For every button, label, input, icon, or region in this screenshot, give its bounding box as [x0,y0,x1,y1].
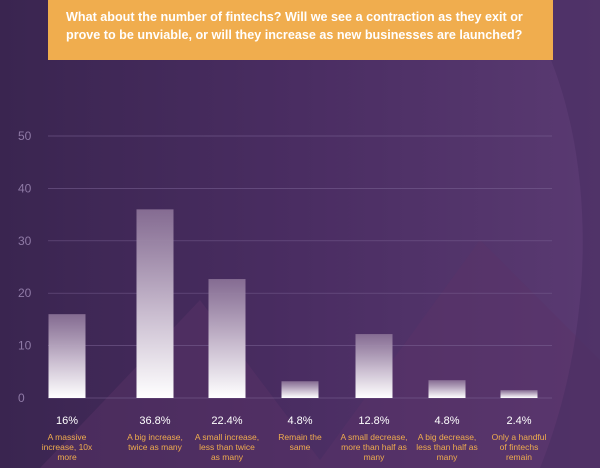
category-label: A big decrease, less than half as many [416,432,477,462]
bar [208,279,246,398]
question-text: What about the number of fintechs? Will … [66,10,523,42]
bar [428,380,466,398]
category-label-line: twice as many [128,442,183,452]
bar [281,381,319,398]
category-label: A massive increase, 10x more [42,432,93,462]
question-banner: What about the number of fintechs? Will … [48,0,553,60]
bar-value-label: 4.8% [434,415,459,427]
category-label-line: more than half as [341,442,407,452]
y-tick-label: 40 [18,181,32,195]
category-label: Only a handful of fintechs remain [492,432,547,462]
bar [355,334,393,398]
y-tick-label: 0 [18,391,25,405]
bar-value-label: 2.4% [506,415,531,427]
category-label-line: A big increase, [127,432,183,442]
category-label-line: A small increase, [195,432,259,442]
category-label-line: many [364,452,386,462]
bar [48,314,86,398]
category-label-line: more [57,452,77,462]
category-label-line: as many [211,452,244,462]
category-label-line: less than half as [416,442,477,452]
category-label: A small decrease, more than half as many [340,432,407,462]
category-label-line: Only a handful [492,432,547,442]
bar-value-label: 36.8% [139,415,170,427]
category-label-line: remain [506,452,532,462]
bar-value-label: 22.4% [211,415,242,427]
bar [136,209,174,398]
y-tick-label: 10 [18,339,32,353]
category-label: Remain the same [278,432,322,452]
y-tick-label: 30 [18,234,32,248]
category-label-line: Remain the [278,432,322,442]
category-label-line: increase, 10x [42,442,93,452]
bar-value-label: 16% [56,415,78,427]
bar-value-label: 12.8% [358,415,389,427]
category-label: A small increase, less than twice as many [195,432,259,462]
bar-value-label: 4.8% [287,415,312,427]
category-label-line: A small decrease, [340,432,407,442]
y-tick-label: 20 [18,286,32,300]
category-label-line: of fintechs [500,442,539,452]
category-label-line: less than twice [199,442,255,452]
category-label: A big increase, twice as many [127,432,183,452]
category-label-line: same [290,442,311,452]
category-label-line: A massive [48,432,87,442]
category-label-line: many [437,452,459,462]
bar [500,390,538,398]
y-tick-label: 50 [18,129,32,143]
category-label-line: A big decrease, [418,432,477,442]
